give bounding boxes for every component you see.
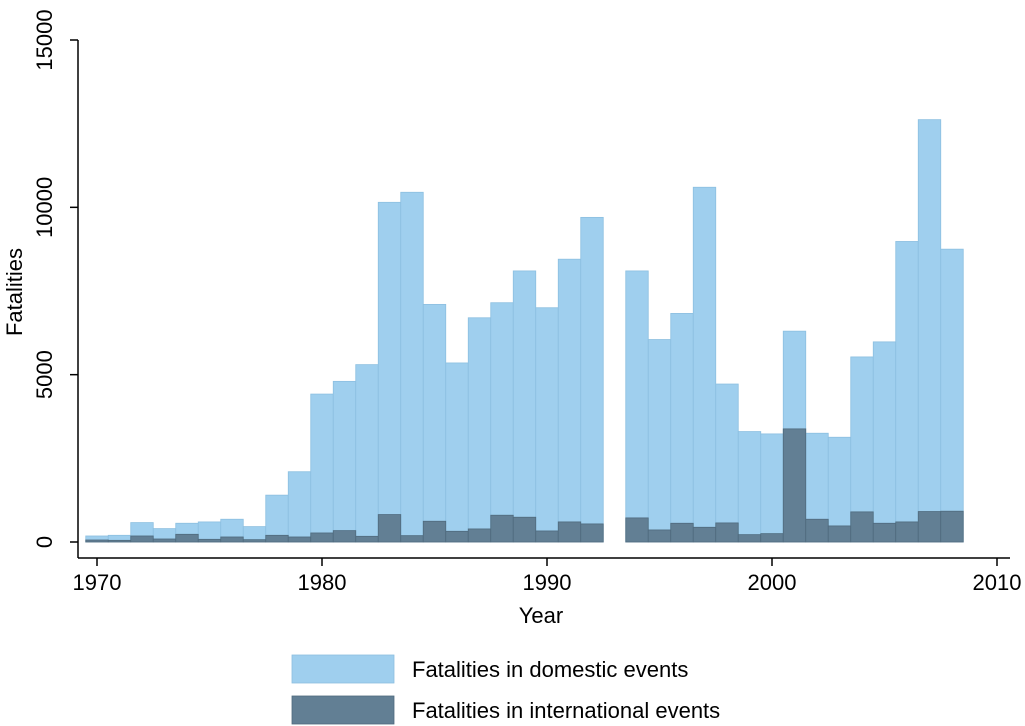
y-tick-label-10000: 10000 xyxy=(32,177,57,238)
bar-domestic-1983 xyxy=(377,201,402,543)
x-axis-label: Year xyxy=(519,603,563,628)
bar-international-1994 xyxy=(625,517,649,543)
bar-international-2001 xyxy=(782,428,807,543)
bar-domestic-1986 xyxy=(445,362,469,543)
bar-international-1971 xyxy=(107,539,132,543)
bar-domestic-1995 xyxy=(647,339,672,543)
bar-international-1973 xyxy=(152,538,177,543)
bar-domestic-2005 xyxy=(872,341,897,543)
legend-swatch-international xyxy=(291,695,395,725)
bar-domestic-1981 xyxy=(332,380,357,543)
bar-international-2000 xyxy=(760,533,784,543)
legend-label-domestic: Fatalities in domestic events xyxy=(412,657,688,682)
international-bars xyxy=(85,428,964,543)
bar-domestic-1980 xyxy=(310,393,334,543)
bar-domestic-1998 xyxy=(715,383,739,543)
bar-international-1989 xyxy=(512,516,537,543)
legend-swatch-domestic xyxy=(291,654,395,684)
bar-international-1980 xyxy=(310,532,334,543)
bar-international-1983 xyxy=(377,514,402,543)
bar-domestic-1984 xyxy=(400,191,424,543)
bar-international-1995 xyxy=(647,529,672,543)
bar-international-1982 xyxy=(355,535,379,543)
bar-international-2006 xyxy=(895,521,919,543)
bar-international-2004 xyxy=(850,511,874,543)
y-tick-label-0: 0 xyxy=(32,536,57,548)
bar-domestic-1988 xyxy=(490,302,514,543)
bar-international-2007 xyxy=(917,511,942,543)
bar-international-1999 xyxy=(737,534,762,543)
bar-domestic-1982 xyxy=(355,364,379,543)
bar-international-1997 xyxy=(692,526,717,543)
bar-domestic-1997 xyxy=(692,186,717,543)
bar-domestic-2008 xyxy=(940,248,964,543)
bar-domestic-2006 xyxy=(895,241,919,543)
bar-domestic-1991 xyxy=(557,258,582,543)
bar-domestic-2000 xyxy=(760,433,784,543)
bar-international-2008 xyxy=(940,510,964,543)
y-axis-label: Fatalities xyxy=(2,248,27,336)
bar-international-1970 xyxy=(85,539,109,543)
bar-international-1975 xyxy=(197,538,222,543)
bar-international-1974 xyxy=(175,533,199,543)
bar-international-1990 xyxy=(535,530,559,543)
bar-international-1991 xyxy=(557,521,582,543)
legend: Fatalities in domestic events Fatalities… xyxy=(291,654,720,725)
axes xyxy=(77,40,1010,559)
bar-international-1976 xyxy=(220,536,244,543)
bar-domestic-1990 xyxy=(535,307,559,543)
y-tick-label-5000: 5000 xyxy=(32,350,57,399)
bar-international-1987 xyxy=(467,528,492,543)
bar-international-1972 xyxy=(130,535,154,543)
bar-international-1998 xyxy=(715,522,739,543)
domestic-bars xyxy=(85,119,964,543)
bar-domestic-1996 xyxy=(670,313,694,543)
legend-label-international: Fatalities in international events xyxy=(412,698,720,723)
bar-domestic-1987 xyxy=(467,317,492,543)
bar-international-1986 xyxy=(445,530,469,543)
bar-international-2002 xyxy=(805,518,829,543)
x-tick-label-1970: 1970 xyxy=(73,570,122,595)
bar-international-2003 xyxy=(827,525,852,543)
bar-domestic-1989 xyxy=(512,270,537,543)
bar-international-1988 xyxy=(490,514,514,543)
y-tick-label-15000: 15000 xyxy=(32,9,57,70)
bar-domestic-1999 xyxy=(737,431,762,543)
bar-international-2005 xyxy=(872,522,897,543)
y-ticks: 0 5000 10000 15000 xyxy=(32,9,78,548)
bar-international-1984 xyxy=(400,535,424,543)
bar-international-1996 xyxy=(670,522,694,543)
bar-domestic-1985 xyxy=(422,303,447,543)
bar-domestic-1979 xyxy=(287,471,312,543)
x-tick-label-2010: 2010 xyxy=(973,570,1022,595)
bar-international-1979 xyxy=(287,536,312,543)
bar-international-1978 xyxy=(265,534,289,543)
bar-international-1981 xyxy=(332,530,357,543)
bar-international-1992 xyxy=(580,523,604,543)
x-tick-label-2000: 2000 xyxy=(748,570,797,595)
bar-domestic-2007 xyxy=(917,119,942,543)
bar-domestic-1992 xyxy=(580,216,604,543)
x-tick-label-1980: 1980 xyxy=(298,570,347,595)
x-ticks: 1970 1980 1990 2000 2010 xyxy=(73,558,1022,595)
bar-international-1977 xyxy=(242,539,267,543)
bar-international-1985 xyxy=(422,520,447,543)
x-tick-label-1990: 1990 xyxy=(523,570,572,595)
bar-domestic-1994 xyxy=(625,270,649,543)
